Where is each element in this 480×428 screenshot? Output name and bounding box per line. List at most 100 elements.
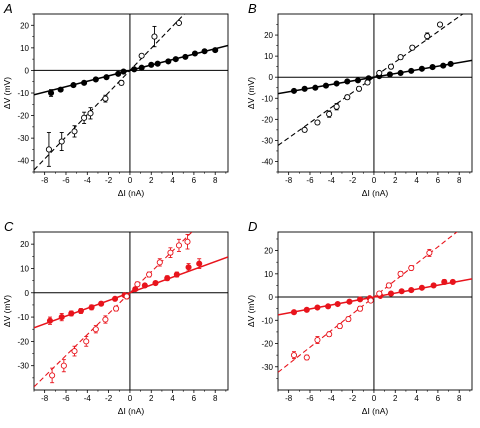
x-tick-label: -2 <box>105 176 113 185</box>
filled-data-point <box>58 314 65 321</box>
x-tick-label: 8 <box>213 394 218 403</box>
open-data-point <box>87 110 94 117</box>
filled-data-point <box>440 62 447 69</box>
filled-data-point <box>196 260 203 267</box>
y-tick-label: -40 <box>17 157 29 166</box>
filled-data-point <box>449 278 456 286</box>
filled-data-point <box>346 298 353 305</box>
open-data-point <box>71 348 78 355</box>
y-tick-label: 10 <box>20 44 29 53</box>
x-tick-label: 6 <box>192 176 197 185</box>
panel-label: D <box>248 219 257 234</box>
y-tick-label: 20 <box>20 21 29 30</box>
filled-data-point <box>148 61 155 68</box>
filled-data-point <box>46 317 54 324</box>
open-data-point <box>376 69 383 77</box>
y-axis-title: ΔV (mV) <box>2 295 12 327</box>
y-axis-title: ΔV (mV) <box>2 77 12 109</box>
filled-data-point <box>120 68 127 75</box>
open-data-point <box>301 126 308 133</box>
y-tick-label: 0 <box>25 289 30 298</box>
x-tick-label: 0 <box>372 176 377 185</box>
y-tick-label: -30 <box>17 134 29 143</box>
x-tick-label: -6 <box>306 394 314 403</box>
y-tick-label: -30 <box>17 362 29 371</box>
filled-data-point <box>441 278 448 286</box>
filled-data-point <box>212 47 219 54</box>
solid-fit-line <box>278 59 472 95</box>
x-tick-label: -6 <box>62 394 70 403</box>
open-data-point <box>355 85 363 92</box>
x-tick-label: -2 <box>105 394 113 403</box>
y-tick-label: 10 <box>20 264 29 273</box>
y-tick-label: 10 <box>264 52 273 61</box>
open-data-point <box>92 326 99 333</box>
filled-data-point <box>88 304 95 311</box>
x-tick-label: 6 <box>436 176 441 185</box>
panel-label: C <box>4 219 14 234</box>
filled-data-point <box>418 284 425 291</box>
filled-data-point <box>152 279 159 287</box>
y-tick-label: -20 <box>261 340 273 349</box>
open-data-point <box>364 79 371 86</box>
filled-data-point <box>429 64 436 71</box>
y-tick-label: 20 <box>264 247 273 256</box>
open-data-point <box>397 270 404 277</box>
filled-data-point <box>386 71 393 78</box>
x-axis-title: ΔI (nA) <box>118 406 145 416</box>
filled-data-point <box>408 67 415 74</box>
dashed-fit-line <box>278 232 458 373</box>
filled-data-point <box>408 287 415 294</box>
x-tick-label: -6 <box>62 176 70 185</box>
x-tick-label: 2 <box>393 394 398 403</box>
x-tick-label: 0 <box>372 394 377 403</box>
open-data-point <box>436 21 444 28</box>
open-data-point <box>45 146 52 153</box>
filled-data-point <box>173 271 180 278</box>
open-data-point <box>184 238 191 245</box>
y-tick-label: -20 <box>261 115 273 124</box>
plot-frame <box>277 231 473 391</box>
solid-fit-line <box>34 256 228 329</box>
open-data-point <box>409 44 416 51</box>
filled-data-point <box>182 53 189 60</box>
x-tick-label: 0 <box>128 394 133 403</box>
filled-data-point <box>185 264 192 271</box>
filled-data-point <box>314 304 321 311</box>
y-tick-label: 0 <box>269 73 274 82</box>
y-tick-label: -10 <box>261 94 273 103</box>
filled-data-point <box>418 65 425 72</box>
filled-data-point <box>138 64 145 71</box>
open-data-point <box>345 316 352 323</box>
filled-data-point <box>354 77 361 84</box>
y-tick-label: 20 <box>264 31 273 40</box>
x-axis-title: ΔI (nA) <box>362 406 389 416</box>
plot-frame <box>277 13 473 173</box>
filled-data-point <box>154 60 161 67</box>
filled-data-point <box>77 307 84 315</box>
x-tick-label: 8 <box>457 394 462 403</box>
filled-data-point <box>141 282 148 289</box>
x-tick-label: -4 <box>84 176 92 185</box>
filled-data-point <box>132 286 139 293</box>
open-data-point <box>113 305 120 312</box>
y-tick-label: -10 <box>261 316 273 325</box>
filled-data-point <box>191 50 199 57</box>
filled-data-point <box>290 309 298 316</box>
y-tick-label: -40 <box>261 157 273 166</box>
filled-data-point <box>303 306 310 313</box>
y-tick-label: -20 <box>17 337 29 346</box>
open-data-point <box>156 259 163 266</box>
x-axis-title: ΔI (nA) <box>118 188 145 198</box>
open-data-point <box>175 242 183 249</box>
x-tick-label: 6 <box>436 394 441 403</box>
open-data-point <box>397 54 404 61</box>
filled-data-point <box>131 66 138 73</box>
x-tick-label: 4 <box>170 176 175 185</box>
x-tick-label: -2 <box>349 394 357 403</box>
open-data-point <box>71 128 78 135</box>
